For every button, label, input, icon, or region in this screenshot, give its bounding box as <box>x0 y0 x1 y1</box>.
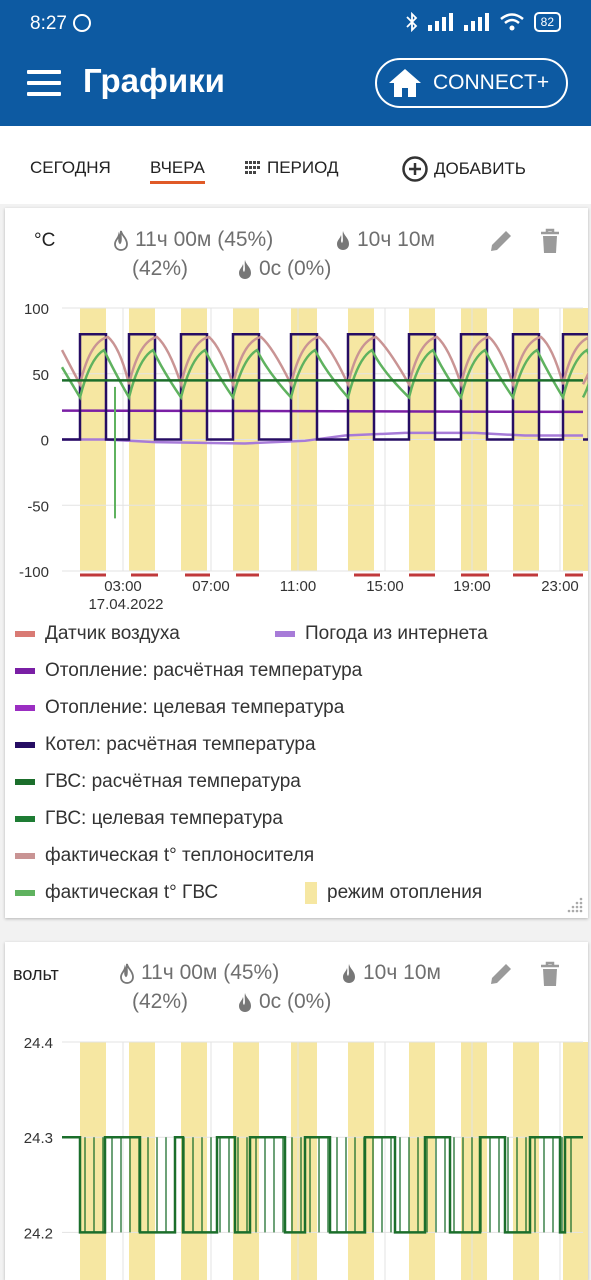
legend-item[interactable]: Отопление: целевая температура <box>15 697 344 719</box>
legend-swatch <box>15 742 35 748</box>
tab-period-label: ПЕРИОД <box>267 158 339 177</box>
series-voltage <box>62 1135 583 1234</box>
add-circle-icon <box>402 156 428 182</box>
legend-swatch <box>15 816 35 822</box>
heating-mode-band <box>233 1042 259 1280</box>
add-label: ДОБАВИТЬ <box>434 159 526 178</box>
series-dhw-actual <box>60 348 588 401</box>
edit-icon[interactable] <box>488 228 514 254</box>
series-boiler-calc <box>62 333 588 441</box>
series-weather <box>62 431 583 445</box>
legend-swatch <box>15 705 35 711</box>
burner-time-stat: 10ч 10м <box>341 961 441 985</box>
flame-icon <box>120 963 134 984</box>
app-header: 8:27 82 Графики CONNECT+ <box>0 0 591 126</box>
legend-swatch <box>15 890 35 896</box>
y-tick-label: 100 <box>24 301 49 318</box>
x-tick-label: 23:00 <box>541 578 579 595</box>
flame-icon <box>343 963 355 983</box>
tab-period[interactable]: ПЕРИОД <box>245 158 338 178</box>
dhw-time-stat: 0с (0%) <box>237 990 331 1014</box>
bluetooth-icon <box>406 12 417 32</box>
heating-mode-band <box>461 1042 487 1280</box>
legend-swatch <box>15 668 35 674</box>
tab-today[interactable]: СЕГОДНЯ <box>30 158 111 177</box>
legend-swatch <box>275 631 295 637</box>
legend-item[interactable]: ГВС: расчётная температура <box>15 771 301 793</box>
delete-icon[interactable] <box>537 961 563 987</box>
heating-time-stat: 11ч 00м (45%) <box>119 961 279 985</box>
page-title: Графики <box>83 62 225 99</box>
legend-item[interactable]: ГВС: целевая температура <box>15 808 283 830</box>
dhw-time-stat: 0с (0%) <box>237 257 331 281</box>
series-heating-calc <box>61 409 584 414</box>
x-tick-label: 19:00 <box>453 578 491 595</box>
wifi-icon <box>499 13 524 31</box>
legend-item[interactable]: фактическая t° ГВС <box>15 882 218 904</box>
voltage-chart: 24.4 24.3 24.2 <box>24 1035 588 1280</box>
status-time: 8:27 <box>30 13 67 34</box>
chart-unit: вольт <box>13 964 59 984</box>
heating-mode-band <box>80 1042 106 1280</box>
x-tick-label: 07:00 <box>192 578 230 595</box>
flame-icon <box>239 259 251 279</box>
y-tick-label: -50 <box>27 498 49 515</box>
calendar-grid-icon <box>245 161 260 174</box>
heating-mode-band <box>563 1042 588 1280</box>
tab-yesterday[interactable]: ВЧЕРА <box>150 158 205 184</box>
series-heat-carrier <box>60 335 588 389</box>
tab-bar: СЕГОДНЯ ВЧЕРА ПЕРИОД ДОБАВИТЬ <box>0 126 591 204</box>
delete-icon[interactable] <box>537 228 563 254</box>
heating-mode-band <box>181 1042 207 1280</box>
legend-item[interactable]: Отопление: расчётная температура <box>15 660 362 682</box>
burner-percent-stat: (42%) <box>132 257 189 280</box>
add-button[interactable]: ДОБАВИТЬ <box>402 156 526 182</box>
y-tick-label: 24.4 <box>24 1035 53 1052</box>
flame-icon <box>239 992 251 1012</box>
home-icon <box>389 69 421 97</box>
heating-mode-band <box>409 1042 435 1280</box>
connect-label: CONNECT+ <box>433 71 550 94</box>
legend-item[interactable]: Датчик воздуха <box>15 623 180 645</box>
status-bar: 8:27 82 <box>0 0 591 48</box>
resize-handle-icon[interactable] <box>564 894 584 914</box>
y-tick-label: 50 <box>32 367 49 384</box>
date-label: 17.04.2022 <box>88 596 163 613</box>
alarm-icon <box>73 14 91 32</box>
legend-item[interactable]: режим отопления <box>305 882 482 904</box>
legend-swatch <box>15 853 35 859</box>
connect-button[interactable]: CONNECT+ <box>375 58 568 108</box>
edit-icon[interactable] <box>488 961 514 987</box>
y-tick-label: 24.3 <box>24 1130 53 1147</box>
burner-percent-stat: (42%) <box>132 990 189 1013</box>
burner-time-stat: 10ч 10м <box>335 228 435 252</box>
legend-swatch <box>305 882 317 904</box>
temperature-chart: 100 50 0 -50 -100 03:00 07:00 11:00 15:00 19:00 23… <box>19 301 588 613</box>
heating-mode-band <box>129 1042 155 1280</box>
heating-time-stat: 11ч 00м (45%) <box>113 228 273 252</box>
chart-unit: °C <box>34 230 56 251</box>
legend-item[interactable]: Погода из интернета <box>275 623 488 645</box>
x-tick-label: 11:00 <box>280 578 316 595</box>
heating-mode-band <box>348 1042 374 1280</box>
signal-icon <box>427 13 453 31</box>
menu-icon[interactable] <box>27 70 61 96</box>
y-tick-label: 0 <box>41 433 49 450</box>
x-tick-label: 15:00 <box>366 578 404 595</box>
flame-icon <box>114 230 128 251</box>
y-tick-label: 24.2 <box>24 1225 53 1242</box>
chart-card-voltage: вольт 11ч 00м (45%) 10ч 10м (42%) 0с (0%… <box>5 942 588 1280</box>
legend-item[interactable]: Котел: расчётная температура <box>15 734 316 756</box>
signal-icon-2 <box>463 13 489 31</box>
legend-swatch <box>15 779 35 785</box>
legend-swatch <box>15 631 35 637</box>
y-tick-label: -100 <box>19 564 49 581</box>
flame-icon <box>337 230 349 250</box>
legend-item[interactable]: фактическая t° теплоносителя <box>15 845 314 867</box>
battery-indicator: 82 <box>533 12 561 32</box>
x-tick-label: 03:00 <box>104 578 142 595</box>
chart-card-temperature: °C 11ч 00м (45%) 10ч 10м (42%) 0с (0%) 1… <box>5 208 588 918</box>
